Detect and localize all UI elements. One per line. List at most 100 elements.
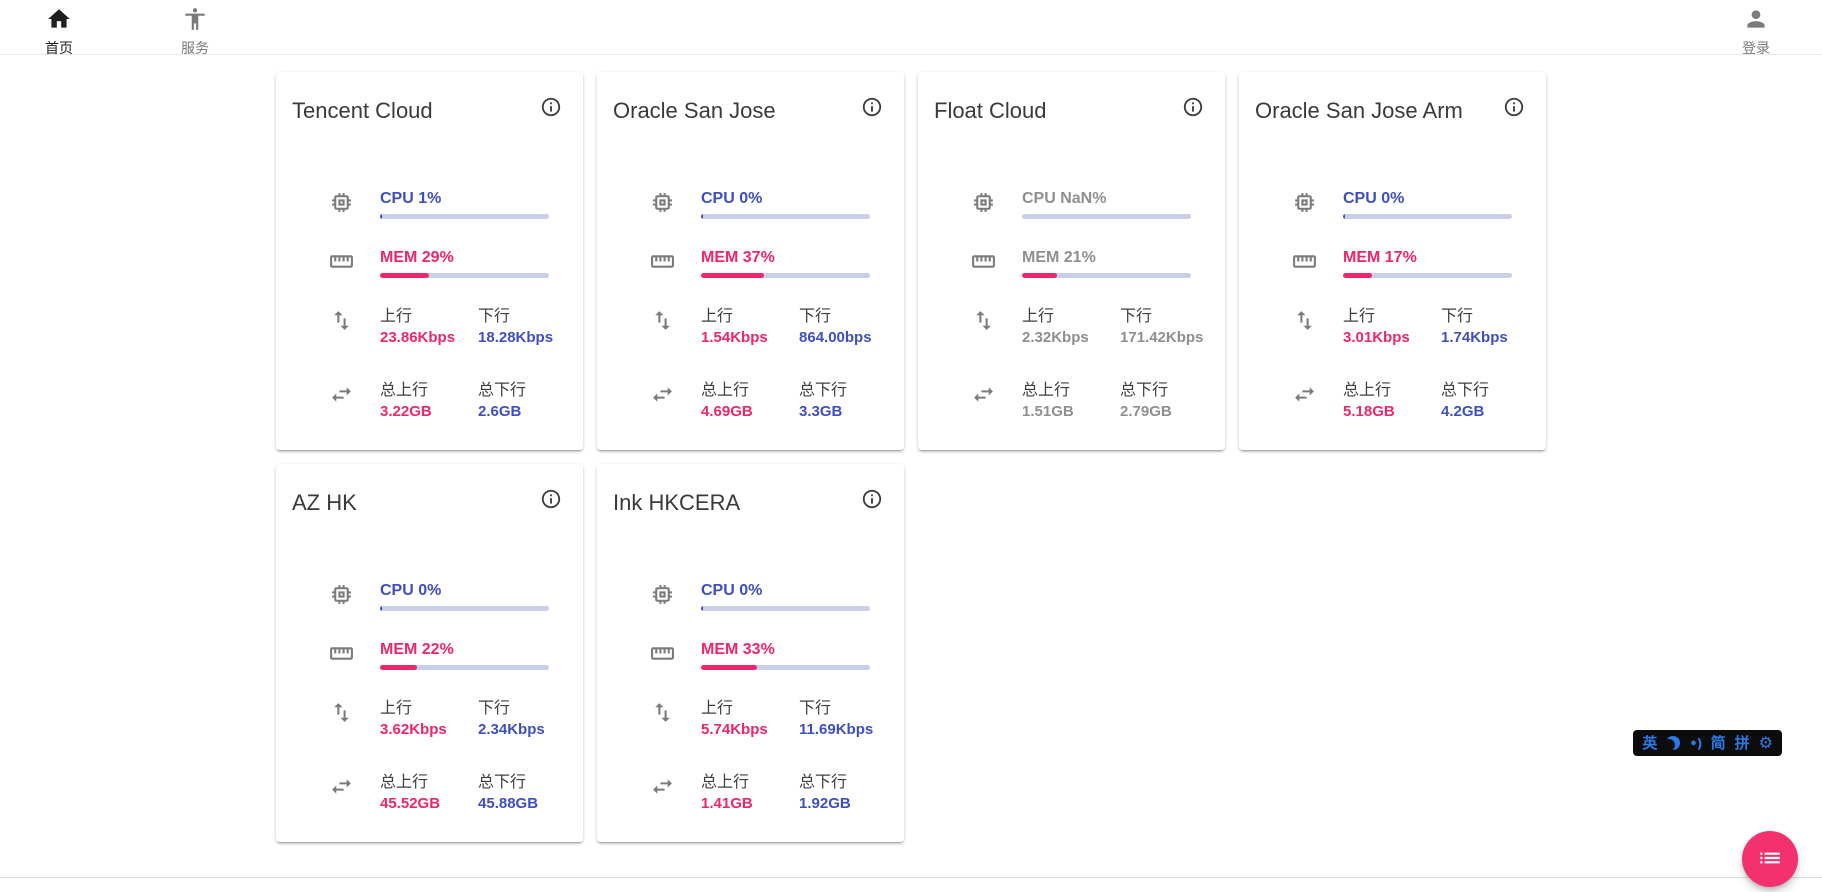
memory-ruler-icon: [1275, 249, 1343, 279]
cpu-progress-fill: [380, 606, 382, 611]
halfwidth-punctuation-icon[interactable]: [1689, 736, 1701, 751]
memory-usage-text: MEM 29%: [380, 249, 454, 266]
upload-value: 1.54Kbps: [701, 329, 768, 346]
cpu-progress-fill: [701, 214, 703, 219]
network-total-row: 总上行 1.51GB 总下行 2.79GB: [954, 382, 1191, 424]
server-name: Tencent Cloud: [292, 98, 433, 123]
nav-login-label: 登录: [1742, 40, 1770, 56]
cpu-usage-text: CPU NaN%: [1022, 190, 1107, 207]
server-stats: CPU 0% MEM 22%: [292, 582, 567, 816]
info-icon: [861, 97, 883, 121]
nav-item-home[interactable]: 首页: [33, 6, 85, 58]
nav-services-label: 服务: [181, 40, 209, 56]
memory-row: MEM 29%: [312, 249, 549, 279]
total-download-value: 1.92GB: [799, 795, 851, 812]
info-icon-button[interactable]: [539, 96, 563, 120]
swap-horizontal-icon: [954, 382, 1022, 424]
server-card: Tencent Cloud CPU 1%: [276, 72, 583, 450]
cpu-chip-icon: [1275, 190, 1343, 220]
upload-label: 上行: [380, 700, 413, 717]
memory-usage-text: MEM 21%: [1022, 249, 1096, 266]
download-value: 1.74Kbps: [1441, 329, 1508, 346]
accessibility-person-icon: [182, 6, 208, 37]
total-download-label: 总下行: [1441, 382, 1490, 399]
cpu-chip-icon: [954, 190, 1022, 220]
memory-row: MEM 17%: [1275, 249, 1512, 279]
up-down-arrows-icon: [633, 700, 701, 742]
moon-icon[interactable]: [1666, 736, 1680, 750]
ime-simplified-mode[interactable]: 简: [1710, 733, 1726, 752]
total-download-label: 总下行: [799, 382, 848, 399]
server-card: Oracle San Jose CPU 0%: [597, 72, 904, 450]
upload-label: 上行: [380, 308, 413, 325]
memory-usage-text: MEM 33%: [701, 641, 775, 658]
total-download-label: 总下行: [799, 774, 848, 791]
info-icon: [540, 97, 562, 121]
memory-ruler-icon: [954, 249, 1022, 279]
upload-label: 上行: [1022, 308, 1055, 325]
total-upload-label: 总上行: [1022, 382, 1071, 399]
memory-usage-text: MEM 17%: [1343, 249, 1417, 266]
total-upload-label: 总上行: [701, 382, 750, 399]
download-label: 下行: [478, 308, 511, 325]
memory-progress-fill: [380, 665, 418, 670]
nav-item-login[interactable]: 登录: [1730, 6, 1782, 58]
total-upload-value: 4.69GB: [701, 403, 753, 420]
server-stats: CPU 0% MEM 33%: [613, 582, 888, 816]
server-name: Oracle San Jose Arm: [1255, 98, 1463, 123]
info-icon: [540, 489, 562, 513]
swap-horizontal-icon: [312, 774, 380, 816]
memory-row: MEM 33%: [633, 641, 870, 671]
total-download-value: 45.88GB: [478, 795, 539, 812]
download-value: 864.00bps: [799, 329, 872, 346]
cpu-chip-icon: [312, 190, 380, 220]
total-upload-label: 总上行: [380, 382, 429, 399]
total-upload-value: 1.41GB: [701, 795, 753, 812]
network-speed-row: 上行 3.62Kbps 下行 2.34Kbps: [312, 700, 549, 742]
total-download-value: 3.3GB: [799, 403, 843, 420]
download-value: 18.28Kbps: [478, 329, 554, 346]
info-icon-button[interactable]: [539, 488, 563, 512]
swap-horizontal-icon: [1275, 382, 1343, 424]
memory-row: MEM 37%: [633, 249, 870, 279]
ime-english-mode[interactable]: 英: [1642, 733, 1658, 752]
server-list-fab[interactable]: [1742, 831, 1798, 887]
cpu-row: CPU NaN%: [954, 190, 1191, 220]
upload-label: 上行: [701, 700, 734, 717]
server-stats: CPU 1% MEM 29%: [292, 190, 567, 424]
top-nav: 首页 服务 登录: [0, 0, 1822, 58]
network-total-row: 总上行 1.41GB 总下行 1.92GB: [633, 774, 870, 816]
list-icon: [1757, 845, 1783, 874]
cpu-progress-bar: [1022, 214, 1191, 219]
cpu-row: CPU 0%: [633, 190, 870, 220]
memory-ruler-icon: [633, 249, 701, 279]
cpu-usage-text: CPU 0%: [701, 582, 763, 599]
server-name: Oracle San Jose: [613, 98, 776, 123]
total-upload-label: 总上行: [1343, 382, 1392, 399]
server-stats: CPU 0% MEM 37%: [613, 190, 888, 424]
info-icon-button[interactable]: [860, 96, 884, 120]
settings-gear-icon[interactable]: [1759, 735, 1773, 751]
info-icon-button[interactable]: [860, 488, 884, 512]
info-icon-button[interactable]: [1181, 96, 1205, 120]
memory-usage-text: MEM 37%: [701, 249, 775, 266]
ime-toolbar[interactable]: 英 简 拼: [1633, 730, 1782, 756]
server-card: AZ HK CPU 0%: [276, 464, 583, 842]
download-value: 11.69Kbps: [799, 721, 874, 738]
memory-progress-fill: [1022, 273, 1058, 278]
up-down-arrows-icon: [633, 308, 701, 350]
download-value: 171.42Kbps: [1120, 329, 1204, 346]
nav-item-services[interactable]: 服务: [169, 6, 221, 58]
upload-value: 23.86Kbps: [380, 329, 456, 346]
total-upload-value: 1.51GB: [1022, 403, 1074, 420]
swap-horizontal-icon: [633, 774, 701, 816]
memory-progress-bar: [701, 665, 870, 670]
memory-progress-fill: [701, 665, 757, 670]
total-download-value: 2.6GB: [478, 403, 522, 420]
server-name: Float Cloud: [934, 98, 1047, 123]
ime-pinyin-mode[interactable]: 拼: [1734, 733, 1750, 752]
cpu-usage-text: CPU 0%: [1343, 190, 1405, 207]
info-icon-button[interactable]: [1502, 96, 1526, 120]
server-card: Oracle San Jose Arm CPU 0%: [1239, 72, 1546, 450]
upload-value: 3.62Kbps: [380, 721, 447, 738]
